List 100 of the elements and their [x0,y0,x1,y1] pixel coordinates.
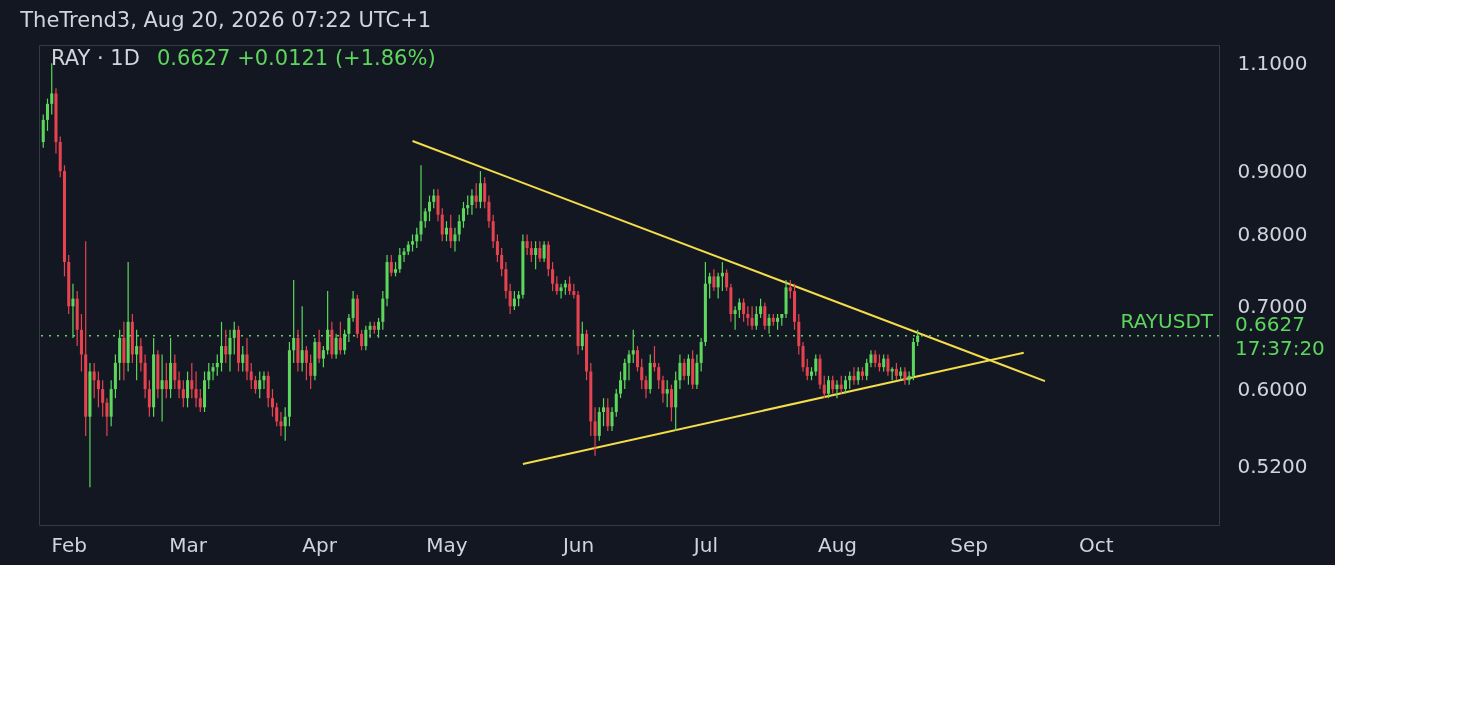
x-tick-label: Apr [302,532,338,557]
candlestick [504,261,508,300]
candlestick [368,321,372,339]
candlestick [495,233,499,263]
candlestick [470,188,474,216]
candlestick [559,283,563,300]
candlestick [708,272,712,300]
x-tick-label: Mar [169,532,208,557]
candlestick [194,370,198,408]
candlestick [534,240,538,270]
candlestick [419,164,423,242]
candlestick [105,397,109,437]
candlestick [538,240,542,263]
candlestick [432,188,436,209]
candlestick [623,358,627,390]
candlestick [725,268,729,292]
candlestick [211,362,215,381]
candlestick [304,345,308,381]
candlestick [415,227,419,249]
candlestick [381,290,385,331]
x-tick-label: May [426,532,468,557]
candlestick [754,305,758,331]
candlestick [351,290,355,323]
candlestick [241,345,245,373]
candlestick [198,388,202,413]
candlestick [483,176,487,209]
candlestick [907,370,911,386]
candlestick [678,353,682,390]
candlestick [232,321,236,356]
candlestick [606,397,610,432]
candlestick [262,370,266,390]
candlestick [742,298,746,323]
candlestick [258,370,262,399]
chart-subtitle: RAY · 1D [51,46,140,70]
text: 17:37:20 [1235,335,1325,360]
candlestick [457,214,461,242]
candlestick [266,370,270,408]
candlestick [461,201,465,229]
candlestick [814,353,818,377]
candlestick [652,345,656,373]
candlestick [190,362,194,399]
candlestick [788,279,792,300]
candlestick [279,411,283,437]
candlestick [139,337,143,373]
candlestick [309,353,313,390]
candlestick [173,353,177,390]
candlestick [644,375,648,399]
candlestick [610,406,614,432]
candlestick [440,207,444,242]
ref-line-label: RAYUSDT [1120,308,1214,333]
candlestick [487,194,491,229]
candlestick [542,240,546,263]
candlestick [627,349,631,381]
candlestick [635,345,640,373]
candlestick [207,362,211,390]
x-tick-label: Oct [1079,532,1114,557]
candlestick [224,329,228,364]
candlestick [597,406,601,442]
candlestick [750,305,754,331]
candlestick [508,283,512,315]
candlestick [682,358,686,381]
y-tick-label: 0.5200 [1237,453,1308,478]
candlestick [275,402,279,427]
candlestick [45,98,50,132]
candlestick [338,321,342,356]
candlestick [669,384,673,423]
candlestick [826,375,831,399]
candlestick [92,362,96,399]
candlestick [317,329,321,364]
candlestick [665,379,669,408]
candlestick [364,325,368,351]
candlestick [593,406,597,457]
candlestick [759,298,763,319]
candlestick [699,337,703,373]
candlestick [249,362,253,390]
candlestick [215,353,219,377]
x-tick-label: Jun [560,532,595,557]
candlestick [427,194,432,222]
candlestick [568,275,572,296]
candlestick [661,375,665,404]
candlestick [695,353,699,390]
candlestick [733,305,737,331]
candlestick [292,279,296,364]
candlestick [886,353,890,377]
candlestick [283,406,287,442]
x-tick-label: Feb [51,532,87,557]
candlestick [360,329,364,351]
candlestick [822,375,826,399]
candlestick [466,194,470,216]
candlestick [551,261,555,292]
candlestick [478,170,482,209]
candlestick [529,240,533,263]
candlestick [181,379,185,408]
candlestick [555,275,559,296]
x-tick-label: Sep [950,532,988,557]
candlestick [618,370,623,399]
candlestick [716,272,720,300]
candlestick [805,358,809,381]
x-tick-label: Aug [817,532,858,557]
candlestick [453,227,457,253]
